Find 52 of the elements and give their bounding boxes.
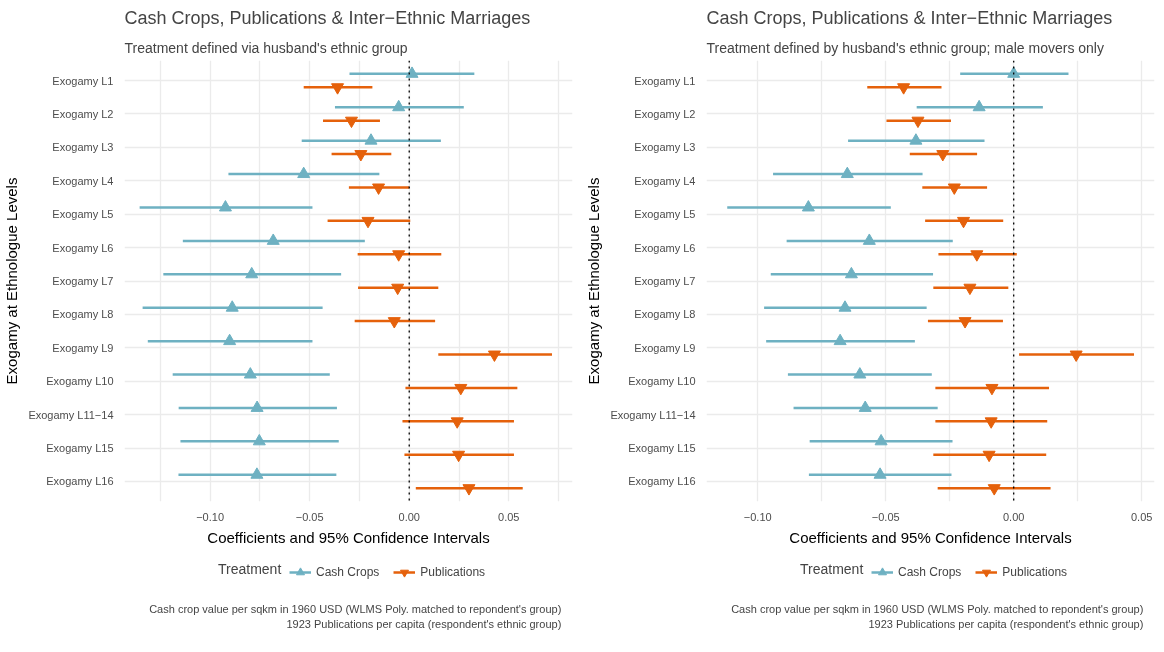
text: Cash crop value per sqkm in 1960 USD (WLMS Poly. matched to repondent's group)	[731, 602, 1144, 615]
y-tick-label: Exogamy L9	[634, 341, 696, 354]
y-tick-label: Exogamy L8	[634, 308, 696, 321]
x-tick-label: 0.05	[498, 510, 520, 523]
x-axis-title: Coefficients and 95% Confidence Intervals	[789, 528, 1072, 546]
x-tick-label: 0.00	[1003, 510, 1025, 523]
x-tick-label: −0.10	[196, 510, 225, 523]
x-axis-title: Coefficients and 95% Confidence Intervals	[207, 528, 490, 546]
chart-subtitle: Treatment defined via husband's ethnic group	[124, 39, 408, 56]
chart-title: Cash Crops, Publications & Inter−Ethnic Marriages	[706, 7, 1113, 28]
x-tick-label: 0.00	[398, 510, 420, 523]
y-tick-label: Exogamy L15	[46, 442, 114, 455]
legend-label: Cash Crops	[898, 565, 962, 579]
text: 1923 Publications per capita (respondent's ethnic group)	[286, 617, 562, 630]
y-tick-label: Exogamy L9	[52, 341, 114, 354]
y-axis-title: Exogamy at Ethnologue Levels	[585, 177, 603, 385]
y-tick-label: Exogamy L11−14	[28, 408, 114, 421]
y-tick-label: Exogamy L16	[628, 475, 696, 488]
y-tick-label: Exogamy L15	[628, 442, 696, 455]
legend-label: Publications	[1002, 565, 1068, 579]
x-tick-label: −0.05	[871, 510, 900, 523]
y-tick-label: Exogamy L3	[52, 141, 114, 154]
legend-label: Cash Crops	[316, 565, 380, 579]
y-tick-label: Exogamy L4	[52, 174, 114, 187]
text: Cash crop value per sqkm in 1960 USD (WLMS Poly. matched to repondent's group)	[149, 602, 562, 615]
y-tick-label: Exogamy L11−14	[610, 408, 696, 421]
text: 1923 Publications per capita (respondent's ethnic group)	[868, 617, 1144, 630]
chart-subtitle: Treatment defined by husband's ethnic group; male movers only	[706, 39, 1104, 56]
y-tick-label: Exogamy L4	[634, 174, 696, 187]
y-tick-label: Exogamy L2	[52, 107, 114, 120]
y-tick-label: Exogamy L2	[634, 107, 696, 120]
y-tick-label: Exogamy L1	[634, 74, 696, 87]
chart-title: Cash Crops, Publications & Inter−Ethnic Marriages	[124, 7, 531, 28]
legend-title: Treatment	[800, 560, 864, 577]
x-tick-label: 0.05	[1131, 510, 1153, 523]
y-tick-label: Exogamy L8	[52, 308, 114, 321]
y-tick-label: Exogamy L6	[634, 241, 696, 254]
y-tick-label: Exogamy L6	[52, 241, 114, 254]
y-tick-label: Exogamy L7	[634, 275, 696, 287]
x-tick-label: −0.10	[743, 510, 772, 523]
y-tick-label: Exogamy L1	[52, 74, 114, 87]
y-tick-label: Exogamy L10	[46, 375, 114, 388]
y-tick-label: Exogamy L3	[634, 141, 696, 154]
y-tick-label: Exogamy L16	[46, 475, 114, 488]
legend-title: Treatment	[218, 560, 282, 577]
y-tick-label: Exogamy L7	[52, 275, 114, 287]
y-axis-title: Exogamy at Ethnologue Levels	[3, 177, 21, 385]
y-tick-label: Exogamy L10	[628, 375, 696, 388]
y-tick-label: Exogamy L5	[634, 208, 696, 221]
y-tick-label: Exogamy L5	[52, 208, 114, 221]
legend-label: Publications	[420, 565, 486, 579]
x-tick-label: −0.05	[295, 510, 324, 523]
